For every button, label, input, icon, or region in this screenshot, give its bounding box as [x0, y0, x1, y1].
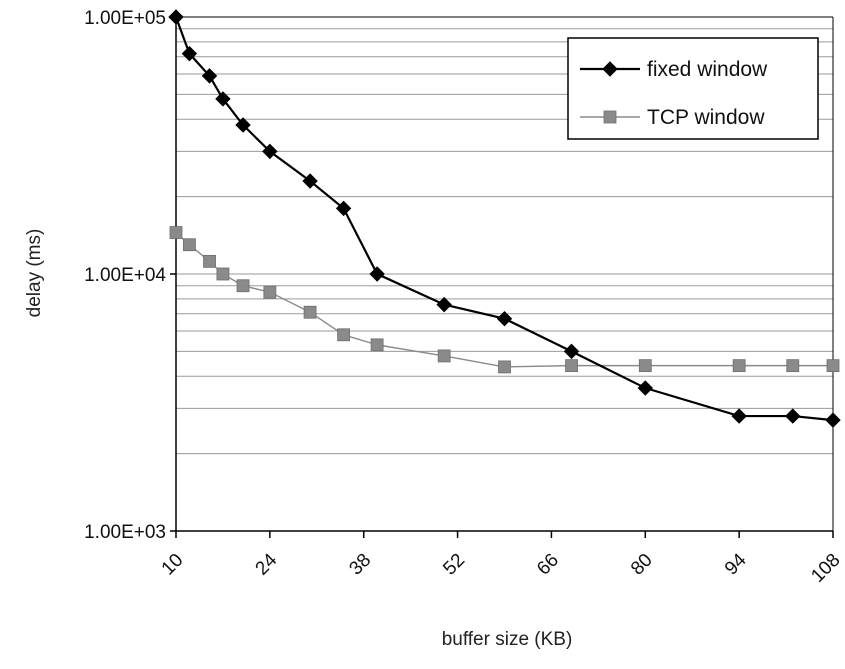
data-point-tcp-window [786, 359, 800, 373]
data-point-fixed-window [335, 200, 352, 217]
data-point-fixed-window [637, 380, 653, 396]
x-axis-title: buffer size (KB) [442, 629, 573, 650]
data-point-fixed-window [436, 296, 452, 313]
data-point-fixed-window [181, 45, 198, 62]
x-tick-label: 24 [252, 549, 282, 579]
data-point-tcp-window [169, 226, 183, 239]
data-point-tcp-window [236, 279, 250, 293]
data-point-tcp-window [565, 359, 578, 373]
series-layer [168, 9, 841, 428]
legend-label-fixed-window: fixed window [647, 58, 768, 81]
legend-entry-fixed-window: fixed window [580, 58, 768, 81]
data-point-fixed-window [235, 117, 251, 133]
y-tick-label: 1.00E+04 [84, 265, 166, 286]
legend-entry-tcp-window: TCP window [580, 106, 765, 129]
data-point-tcp-window [498, 360, 511, 374]
x-tick-label: 38 [345, 550, 375, 580]
x-tick-label: 66 [533, 550, 563, 580]
legend-marker-tcp-window [603, 110, 617, 124]
data-point-tcp-window [826, 359, 840, 373]
series-line-fixed-window [174, 16, 834, 422]
legend-items: fixed window TCP window [580, 58, 768, 129]
x-tick-label: 52 [439, 550, 469, 580]
data-point-tcp-window [303, 305, 317, 319]
axes-layer [170, 16, 834, 538]
data-point-fixed-window [369, 266, 385, 282]
data-point-tcp-window [216, 267, 230, 281]
data-point-tcp-window [183, 238, 196, 252]
data-point-tcp-window [203, 254, 216, 268]
series-fixed-window [168, 9, 841, 428]
x-tick-label: 108 [807, 550, 844, 587]
x-tick-label: 94 [721, 549, 751, 579]
y-tick-label: 1.00E+05 [84, 8, 166, 29]
data-point-fixed-window [563, 343, 580, 360]
data-point-tcp-window [337, 328, 351, 342]
data-point-fixed-window [262, 143, 278, 160]
data-point-fixed-window [215, 91, 231, 107]
y-axis-title: delay (ms) [24, 229, 45, 318]
x-tick-label: 80 [627, 550, 657, 580]
data-point-tcp-window [263, 285, 277, 299]
data-point-fixed-window [302, 173, 318, 189]
data-point-fixed-window [731, 408, 747, 424]
data-point-fixed-window [201, 68, 218, 84]
data-point-fixed-window [825, 412, 841, 428]
legend-label-tcp-window: TCP window [647, 106, 765, 129]
data-point-tcp-window [732, 359, 746, 373]
y-tick-label: 1.00E+03 [84, 522, 166, 543]
data-point-fixed-window [496, 310, 513, 327]
data-point-tcp-window [638, 359, 652, 373]
legend: fixed window TCP window [567, 37, 819, 140]
data-point-tcp-window [370, 338, 384, 352]
x-tick-label: 10 [158, 550, 188, 580]
legend-marker-fixed-window [602, 61, 618, 77]
series-line-tcp-window [175, 232, 833, 368]
series-tcp-window [169, 226, 840, 374]
data-point-fixed-window [168, 9, 184, 25]
data-point-tcp-window [437, 349, 451, 363]
data-point-fixed-window [785, 408, 801, 424]
